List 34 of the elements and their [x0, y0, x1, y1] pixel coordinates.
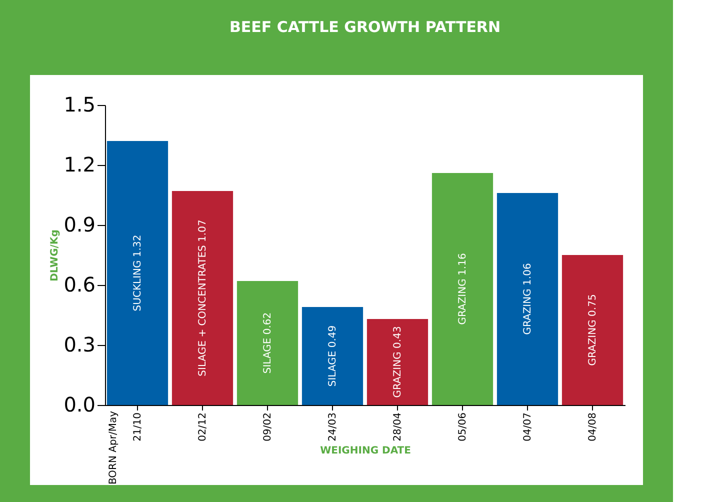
data-label: GRAZING 1.16: [458, 253, 468, 325]
x-tick-label: 24/03: [328, 412, 338, 442]
bar: [496, 193, 558, 405]
x-tick-label: 05/06: [458, 412, 468, 442]
bar: [106, 141, 168, 405]
data-label: SILAGE 0.62: [262, 312, 274, 374]
x-tick-label: 21/10: [132, 412, 144, 442]
y-tick-label: 0.3: [64, 332, 96, 356]
data-label: SILAGE + CONCENTRATES 1.07: [198, 220, 208, 376]
x-tick-label: 28/04: [392, 412, 404, 442]
y-tick-label: 0.6: [64, 272, 96, 296]
chart-title: BEEF CATTLE GROWTH PATTERN: [229, 18, 501, 36]
text: BORN Apr/May: [108, 410, 119, 485]
data-label: GRAZING 0.43: [392, 326, 404, 398]
data-label: GRAZING 1.06: [522, 263, 534, 335]
x-tick-label: 09/02: [262, 412, 274, 442]
bar: [236, 281, 298, 405]
data-label: SILAGE 0.49: [328, 325, 338, 387]
y-axis-title: DLWG/Kg: [50, 230, 61, 282]
y-tick-label: 1.2: [64, 152, 96, 176]
x-tick-label: 04/08: [588, 412, 598, 442]
x-axis-title: WEIGHING DATE: [320, 445, 412, 456]
x-tick-label: 04/07: [522, 412, 534, 442]
y-tick-label: 0.0: [64, 392, 96, 416]
y-tick-label: 0.9: [64, 212, 96, 236]
bar: [172, 191, 234, 405]
bar: [302, 307, 364, 405]
y-tick-label: 1.5: [64, 92, 96, 116]
bar: [432, 173, 494, 405]
bar: [366, 319, 428, 405]
bar: [562, 255, 624, 405]
data-label: GRAZING 0.75: [588, 294, 598, 366]
x-tick-label: 02/12: [198, 412, 208, 442]
data-label: SUCKLING 1.32: [132, 234, 144, 312]
